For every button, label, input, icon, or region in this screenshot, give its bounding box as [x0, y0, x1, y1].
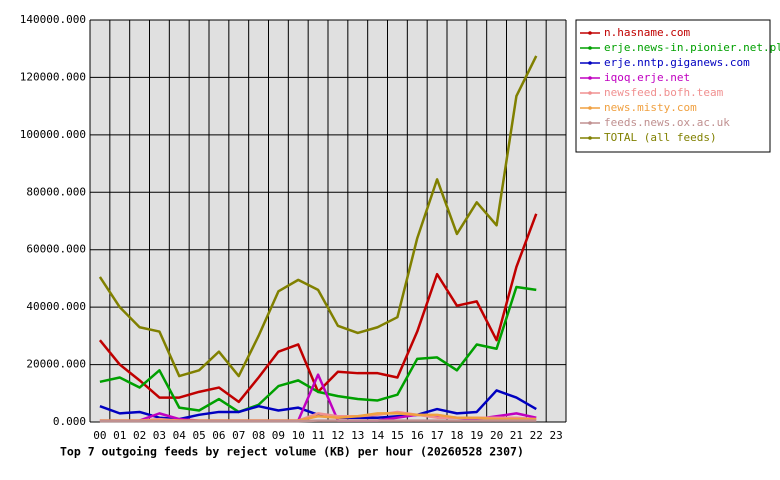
y-tick-label: 40000.000	[26, 300, 86, 313]
series-line	[99, 419, 537, 423]
legend-dot	[588, 76, 592, 80]
x-tick-label: 19	[470, 429, 483, 442]
x-tick-label: 16	[411, 429, 424, 442]
legend-label: n.hasname.com	[604, 26, 690, 39]
y-tick-label: 100000.000	[20, 128, 86, 141]
legend-dot	[588, 91, 592, 95]
y-tick-label: 0.000	[53, 415, 86, 428]
legend-label: TOTAL (all feeds)	[604, 131, 717, 144]
y-tick-label: 20000.000	[26, 358, 86, 371]
legend-dot	[588, 61, 592, 65]
legend-label: erje.nntp.giganews.com	[604, 56, 750, 69]
x-tick-label: 08	[252, 429, 265, 442]
legend-label: newsfeed.bofh.team	[604, 86, 724, 99]
x-tick-label: 22	[530, 429, 543, 442]
series-line	[99, 389, 537, 421]
y-tick-label: 120000.000	[20, 70, 86, 83]
x-tick-label: 01	[113, 429, 126, 442]
x-tick-label: 02	[133, 429, 146, 442]
x-tick-label: 03	[153, 429, 166, 442]
x-tick-label: 05	[192, 429, 205, 442]
legend-dot	[588, 121, 592, 125]
y-tick-label: 60000.000	[26, 243, 86, 256]
y-tick-label: 140000.000	[20, 13, 86, 26]
series-line	[99, 285, 537, 414]
legend-label: news.misty.com	[604, 101, 697, 114]
legend-dot	[588, 136, 592, 140]
legend-dot	[588, 106, 592, 110]
x-tick-label: 10	[292, 429, 305, 442]
x-tick-label: 13	[351, 429, 364, 442]
x-tick-label: 23	[549, 429, 562, 442]
x-tick-label: 12	[331, 429, 344, 442]
legend-dot	[588, 46, 592, 50]
x-tick-label: 11	[311, 429, 324, 442]
x-tick-label: 14	[371, 429, 385, 442]
x-tick-label: 18	[450, 429, 463, 442]
legend-dot	[588, 31, 592, 35]
legend-label: iqoq.erje.net	[604, 71, 690, 84]
x-tick-label: 00	[93, 429, 106, 442]
series-line	[98, 55, 538, 378]
x-tick-label: 21	[510, 429, 523, 442]
x-tick-label: 09	[272, 429, 285, 442]
legend-label: erje.news-in.pionier.net.pl	[604, 41, 780, 54]
chart-title: Top 7 outgoing feeds by reject volume (K…	[60, 445, 524, 459]
y-tick-label: 80000.000	[26, 185, 86, 198]
x-tick-label: 20	[490, 429, 503, 442]
legend-box	[575, 19, 771, 153]
legend-label: feeds.news.ox.ac.uk	[604, 116, 730, 129]
x-tick-label: 07	[232, 429, 245, 442]
x-tick-label: 06	[212, 429, 225, 442]
x-tick-label: 04	[173, 429, 187, 442]
x-tick-label: 17	[430, 429, 443, 442]
x-tick-label: 15	[391, 429, 404, 442]
